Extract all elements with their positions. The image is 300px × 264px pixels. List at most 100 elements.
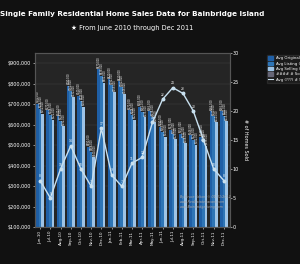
Text: By Bruce Tolton  © 01/01/2012
www.RealEstateSavant.com
www.BainbridgeLiving.com: By Bruce Tolton © 01/01/2012 www.RealEst… <box>180 195 231 209</box>
Text: $740,000: $740,000 <box>76 83 80 94</box>
Text: $615,000: $615,000 <box>224 108 229 120</box>
Bar <box>182 139 184 248</box>
Bar <box>159 127 161 248</box>
Bar <box>189 135 192 248</box>
Text: $665,000: $665,000 <box>219 98 223 110</box>
Text: Single Family Residential Home Sales Data for Bainbridge Island: Single Family Residential Home Sales Dat… <box>0 11 264 17</box>
Bar <box>225 121 228 248</box>
Text: $652,000: $652,000 <box>41 101 45 112</box>
Bar <box>36 104 39 248</box>
Text: $526,000: $526,000 <box>191 126 195 138</box>
Bar <box>210 111 212 248</box>
Bar <box>123 94 126 248</box>
Bar <box>215 122 218 248</box>
Text: $540,000: $540,000 <box>199 124 203 135</box>
Text: $610,000: $610,000 <box>214 109 218 121</box>
Text: $508,000: $508,000 <box>184 130 188 142</box>
Bar <box>62 126 64 248</box>
Text: 10: 10 <box>79 163 83 167</box>
Bar <box>195 145 197 248</box>
Text: $685,000: $685,000 <box>82 94 86 106</box>
Text: $638,000: $638,000 <box>150 103 155 115</box>
Bar <box>205 146 207 248</box>
Text: $670,000: $670,000 <box>46 97 50 109</box>
Text: 7: 7 <box>90 180 92 184</box>
Bar <box>92 157 95 248</box>
Text: $685,000: $685,000 <box>138 94 142 106</box>
Bar <box>113 92 116 248</box>
Bar <box>121 87 123 248</box>
Text: 11: 11 <box>130 157 134 161</box>
Text: $648,000: $648,000 <box>130 101 134 113</box>
Legend: Avg Original (Price), Avg Listing (Price), Avg Selling (Price), #### # Sold, Avg: Avg Original (Price), Avg Listing (Price… <box>266 55 300 83</box>
Text: 17: 17 <box>100 122 103 126</box>
Text: $732,000: $732,000 <box>71 84 75 96</box>
Bar <box>49 115 52 248</box>
Bar <box>212 116 215 248</box>
Bar <box>220 111 223 248</box>
Text: $575,000: $575,000 <box>168 116 172 128</box>
Text: 5: 5 <box>49 192 51 196</box>
Text: $440,000: $440,000 <box>92 144 96 156</box>
Text: $642,000: $642,000 <box>222 103 226 114</box>
Text: $748,000: $748,000 <box>122 81 126 93</box>
Text: $802,000: $802,000 <box>102 70 106 82</box>
Bar <box>200 137 202 248</box>
Text: $468,000: $468,000 <box>89 138 93 150</box>
Text: 22: 22 <box>161 93 164 97</box>
Bar <box>57 116 59 248</box>
Text: $618,000: $618,000 <box>58 108 62 119</box>
Text: $838,000: $838,000 <box>99 62 104 74</box>
Text: $592,000: $592,000 <box>61 113 65 125</box>
Text: $762,000: $762,000 <box>69 78 73 90</box>
Text: 8: 8 <box>39 174 41 178</box>
Text: $610,000: $610,000 <box>153 109 157 121</box>
Text: $528,000: $528,000 <box>173 126 178 138</box>
Text: $565,000: $565,000 <box>160 119 165 130</box>
Bar <box>169 130 172 248</box>
Text: $555,000: $555,000 <box>178 120 182 132</box>
Bar <box>46 110 49 248</box>
Text: $715,000: $715,000 <box>79 88 83 99</box>
Bar <box>154 122 156 248</box>
Text: $665,000: $665,000 <box>148 98 152 110</box>
Text: $700,000: $700,000 <box>35 91 40 102</box>
Bar <box>110 85 113 248</box>
Bar <box>148 111 151 248</box>
Bar <box>118 82 121 248</box>
Text: $670,000: $670,000 <box>127 97 131 109</box>
Text: $640,000: $640,000 <box>212 103 216 115</box>
Text: 10: 10 <box>58 163 62 167</box>
Bar <box>69 91 72 248</box>
Bar <box>131 115 133 248</box>
Bar <box>87 147 90 248</box>
Text: 15: 15 <box>202 134 206 138</box>
Text: $552,000: $552,000 <box>171 121 175 133</box>
Bar <box>41 114 44 248</box>
Text: $590,000: $590,000 <box>158 114 162 125</box>
Text: $782,000: $782,000 <box>120 74 124 86</box>
Text: $540,000: $540,000 <box>163 124 167 135</box>
Bar <box>172 134 174 248</box>
Bar <box>82 107 85 248</box>
Text: $792,000: $792,000 <box>110 72 114 83</box>
Text: $495,000: $495,000 <box>204 133 208 144</box>
Text: $532,000: $532,000 <box>181 125 185 137</box>
Bar <box>161 132 164 248</box>
Text: $665,000: $665,000 <box>209 98 213 110</box>
Bar <box>103 83 105 248</box>
Text: 14: 14 <box>69 139 73 143</box>
Text: 18: 18 <box>151 116 154 120</box>
Bar <box>59 121 62 248</box>
Text: 8: 8 <box>223 174 225 178</box>
Bar <box>108 79 110 248</box>
Text: $662,000: $662,000 <box>140 99 144 110</box>
Text: 24: 24 <box>171 81 175 85</box>
Bar <box>179 134 182 248</box>
Bar <box>164 137 167 248</box>
Bar <box>133 120 136 248</box>
Y-axis label: # of Homes Sold: # of Homes Sold <box>243 119 248 161</box>
Text: $678,000: $678,000 <box>38 95 42 107</box>
Bar <box>52 120 54 248</box>
Text: $622,000: $622,000 <box>51 107 55 118</box>
